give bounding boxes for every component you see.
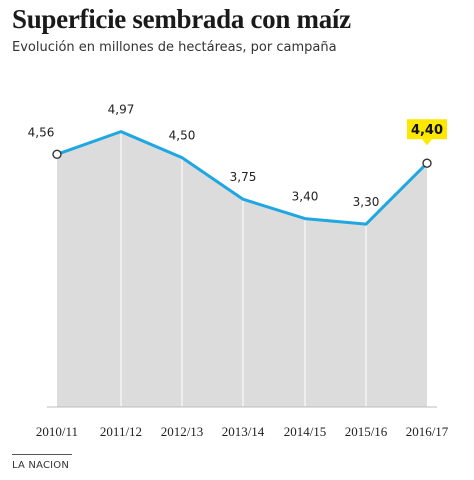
highlight-box	[407, 119, 447, 140]
x-tick-label: 2010/11	[36, 424, 78, 439]
x-tick-label: 2011/12	[100, 424, 142, 439]
data-point	[52, 149, 62, 160]
series-line	[56, 130, 429, 226]
data-label: 3,75	[230, 170, 257, 184]
x-tick-label: 2016/17	[406, 424, 449, 439]
data-label: 4,97	[108, 103, 135, 117]
data-label: 3,40	[292, 190, 319, 204]
chart-subtitle: Evolución en millones de hectáreas, por …	[12, 40, 337, 55]
data-label: 4,40	[411, 123, 443, 138]
x-tick-label: 2014/15	[284, 424, 327, 439]
source-divider	[12, 454, 72, 455]
data-label: 4,50	[169, 129, 196, 143]
data-label: 3,30	[353, 195, 380, 209]
highlight-pointer	[422, 139, 432, 146]
x-tick-label: 2015/16	[345, 424, 388, 439]
x-tick-label: 2013/14	[222, 424, 265, 439]
data-label: 4,56	[28, 125, 55, 139]
source-label: LA NACION	[12, 460, 70, 471]
x-tick-label: 2012/13	[161, 424, 204, 439]
data-point	[422, 158, 432, 168]
chart-title: Superficie sembrada con maíz	[12, 4, 351, 34]
area-fill	[57, 131, 427, 408]
